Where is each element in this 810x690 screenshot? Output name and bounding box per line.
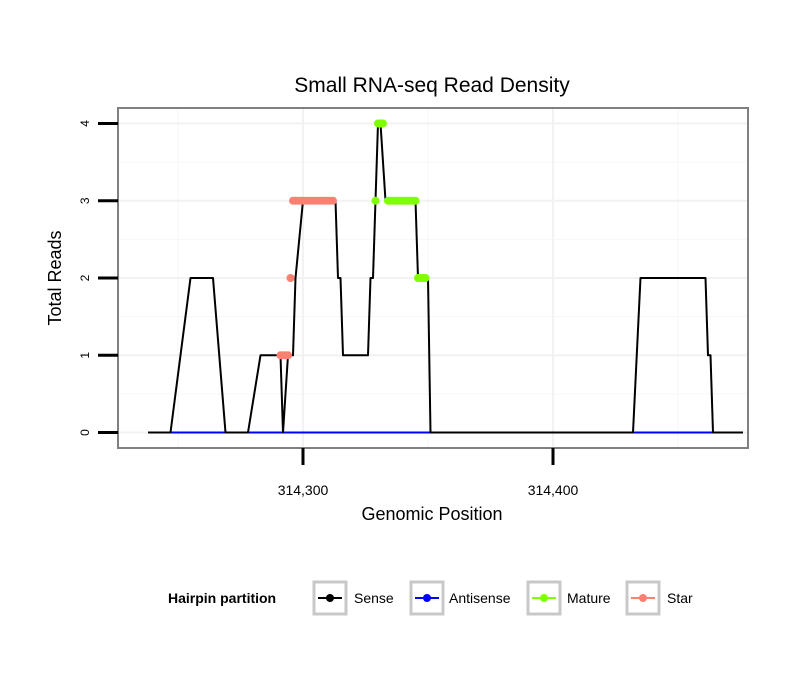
x-axis-label: Genomic Position xyxy=(361,504,502,524)
y-tick-label: 3 xyxy=(78,197,92,204)
legend-title: Hairpin partition xyxy=(168,590,276,606)
series-mature-point xyxy=(421,274,430,282)
series-mature-point xyxy=(371,196,380,205)
x-axis: 314,300 314,400 xyxy=(278,448,579,498)
series-star-point xyxy=(329,196,337,205)
y-axis: 0 1 2 3 4 xyxy=(78,120,118,436)
series-mature-point xyxy=(411,196,420,205)
series-mature-point xyxy=(379,119,387,128)
legend-item-antisense: Antisense xyxy=(409,580,511,616)
series-star-point xyxy=(286,274,295,282)
series-star-point xyxy=(284,351,292,360)
legend-key-point xyxy=(540,594,548,602)
legend-label: Sense xyxy=(354,590,394,606)
chart-title: Small RNA-seq Read Density xyxy=(294,74,570,97)
series-layer xyxy=(148,119,743,434)
y-tick-label: 1 xyxy=(78,352,92,359)
legend-key-point xyxy=(423,594,431,602)
legend-label: Antisense xyxy=(449,590,511,606)
legend-key-point xyxy=(326,594,334,602)
y-tick-label: 0 xyxy=(78,429,92,436)
y-tick-label: 2 xyxy=(78,274,92,281)
x-tick-label: 314,300 xyxy=(278,482,329,498)
legend: Hairpin partition Sense Antisense Mature St… xyxy=(168,580,693,616)
legend-label: Mature xyxy=(567,590,611,606)
legend-item-star: Star xyxy=(625,580,693,616)
legend-item-mature: Mature xyxy=(526,580,611,616)
legend-label: Star xyxy=(667,590,693,606)
y-tick-label: 4 xyxy=(78,120,92,127)
y-axis-label: Total Reads xyxy=(45,230,65,325)
legend-key-point xyxy=(639,594,647,602)
x-tick-label: 314,400 xyxy=(528,482,579,498)
legend-item-sense: Sense xyxy=(312,580,394,616)
